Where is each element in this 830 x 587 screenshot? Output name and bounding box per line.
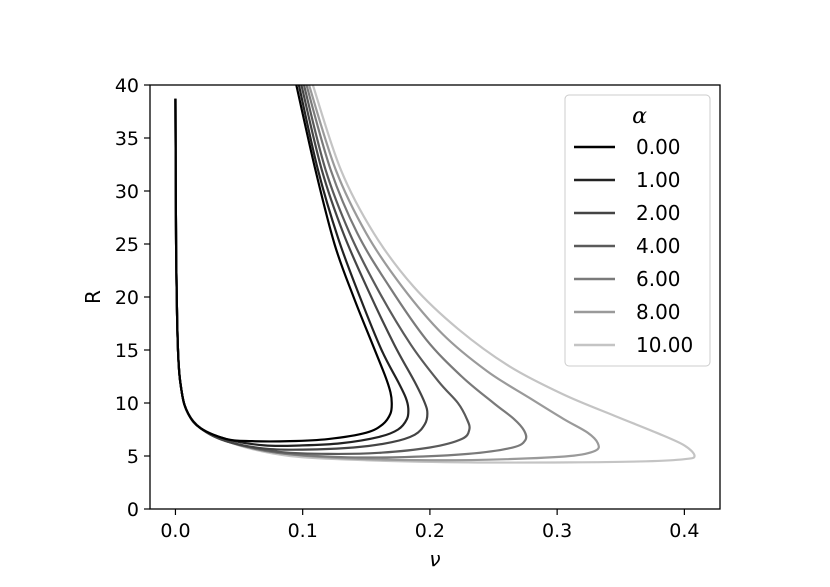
legend: α 0.00 1.00 2.00 4.00 6.00 8.00 10.00 [564,94,711,367]
legend-label-1: 1.00 [636,168,681,192]
y-tick-label: 0 [127,499,139,521]
y-tick-label: 10 [115,393,139,415]
legend-label-3: 4.00 [636,234,681,258]
x-tick-label: 0.3 [542,520,572,542]
series-line-0 [174,85,393,443]
y-tick-label: 30 [115,181,139,203]
legend-label-4: 6.00 [636,267,681,291]
y-tick-label: 15 [115,340,139,362]
x-tick-label: 0.2 [415,520,445,542]
x-tick-label: 0.0 [160,520,190,542]
x-tick-label: 0.4 [669,520,699,542]
series-line-1 [174,85,410,448]
y-axis: 0 5 10 15 20 25 30 35 40 [115,75,150,521]
legend-title: α [632,104,647,129]
y-tick-label: 5 [127,446,139,468]
legend-items: 0.00 1.00 2.00 4.00 6.00 8.00 10.00 [574,135,693,357]
legend-label-5: 8.00 [636,300,681,324]
series-line-2 [174,85,429,451]
y-tick-label: 35 [115,128,139,150]
legend-label-6: 10.00 [636,333,693,357]
y-tick-label: 25 [115,234,139,256]
y-tick-label: 20 [115,287,139,309]
legend-box [564,94,711,367]
series-line-5 [174,85,600,462]
x-axis-label: ν [429,547,440,571]
legend-label-2: 2.00 [636,201,681,225]
legend-label-0: 0.00 [636,135,681,159]
series-lines [174,85,696,464]
x-axis: 0.0 0.1 0.2 0.3 0.4 [160,509,699,542]
y-tick-label: 40 [115,75,139,97]
y-axis-label: R [81,290,105,304]
x-tick-label: 0.1 [288,520,318,542]
